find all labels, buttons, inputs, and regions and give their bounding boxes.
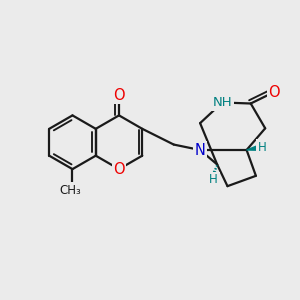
Text: NH: NH [212,96,232,109]
Text: O: O [113,162,125,177]
Text: O: O [268,85,280,100]
Text: H: H [209,173,218,187]
Text: H: H [258,141,266,154]
Polygon shape [247,146,258,150]
Text: N: N [195,142,206,158]
Text: O: O [113,88,125,103]
Text: CH₃: CH₃ [59,184,81,197]
